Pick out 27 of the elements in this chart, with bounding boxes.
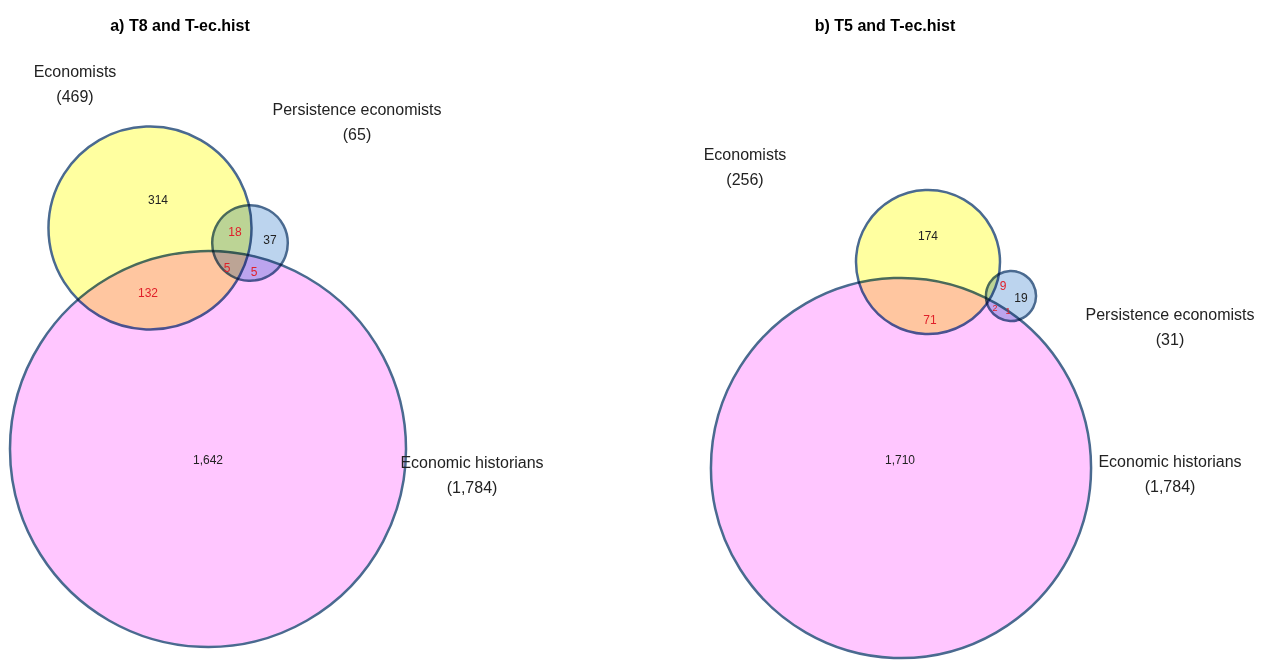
text: Persistence economists [272, 101, 442, 118]
text: Economists [703, 146, 787, 163]
text: Economic historians [1098, 453, 1242, 470]
text: 5 [223, 261, 231, 275]
text: 19 [1014, 291, 1028, 305]
text: 1,642 [192, 453, 224, 467]
text: 174 [917, 229, 939, 243]
text: 9 [999, 279, 1007, 293]
data-label: (1,784) [446, 479, 498, 496]
text: b) T5 and T-ec.hist [814, 16, 956, 34]
text: a) T8 and T-ec.hist [110, 16, 251, 34]
data-label: (1,784) [1144, 478, 1196, 495]
data-label: (31) [1155, 331, 1185, 348]
text: 2 [992, 303, 998, 313]
data-label: (469) [56, 88, 94, 105]
text: 314 [147, 193, 169, 207]
text: Persistence economists [1085, 306, 1255, 323]
text: Economists [33, 63, 117, 80]
text: 5 [250, 265, 258, 279]
text: 18 [228, 225, 242, 239]
text: 71 [923, 313, 937, 327]
text: 37 [263, 233, 277, 247]
text: 1 [1005, 306, 1011, 316]
data-label: (65) [342, 126, 372, 143]
data-label: (256) [726, 171, 764, 188]
text: 132 [137, 286, 159, 300]
text: 1,710 [884, 453, 916, 467]
